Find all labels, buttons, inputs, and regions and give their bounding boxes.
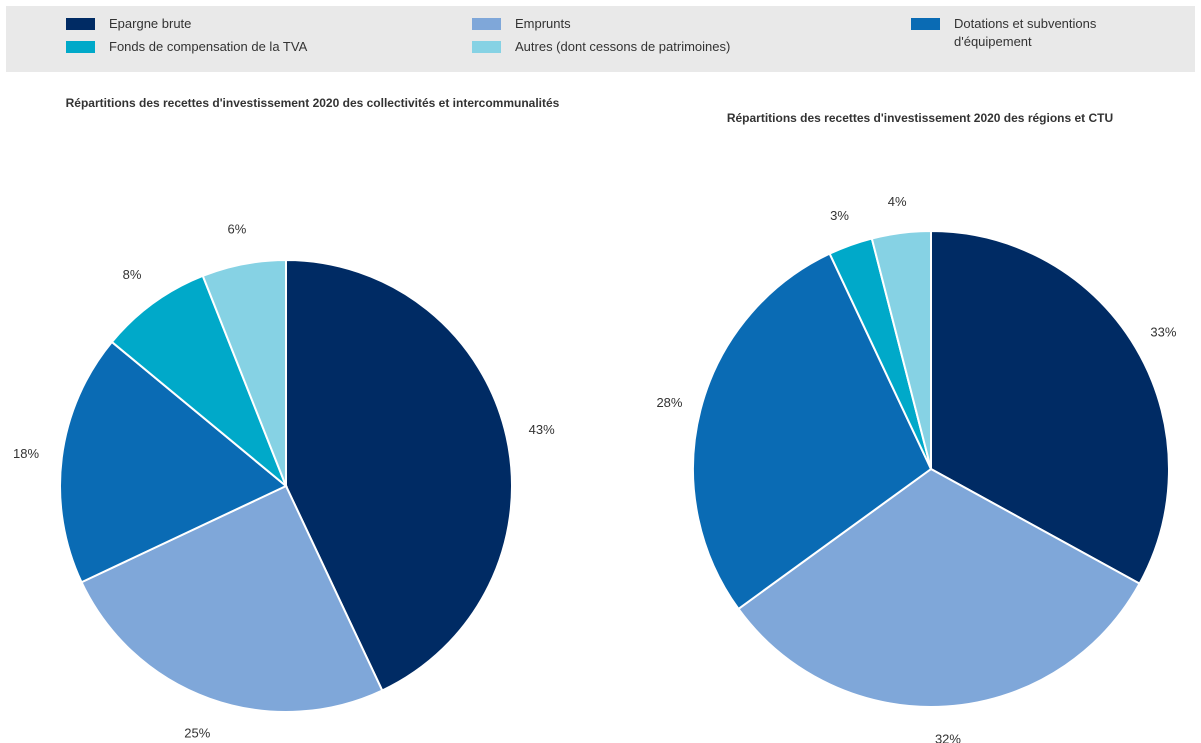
pie-slice-emprunts [80,484,384,713]
pie-slice-epargne-brute [285,258,513,692]
legend-item-fctva: Fonds de compensation de la TVA [66,38,307,56]
legend-swatch [472,18,501,30]
pie-slice-epargne-brute [930,229,1170,586]
pie-data-label: 4% [888,194,907,209]
chart-title-collectivites: Répartitions des recettes d'investisseme… [65,96,560,110]
pie-data-label: 8% [123,267,142,282]
legend-swatch [66,18,95,30]
pie-slice-dotations-et-subventions-d-equipement [692,252,933,611]
legend-label: Emprunts [515,16,571,31]
legend-label: Dotations et subventions d'équipement [954,16,1097,49]
pie-data-label: 18% [13,446,39,461]
pie-chart-collectivites: 43% 25% 18% 8% 6% [13,222,555,741]
legend-label: Fonds de compensation de la TVA [109,39,308,54]
chart-title-regions: Répartitions des recettes d'investisseme… [726,111,1114,125]
pie-slice-autres-dont-cessons-de-patrimoines [870,229,932,470]
legend-label: Autres (dont cessons de patrimoines) [515,39,731,54]
pie-slice-emprunts [737,467,1141,708]
legend-item-epargne-brute: Epargne brute [66,15,191,33]
legend-item-emprunts: Emprunts [472,15,571,33]
pie-slice-autres-dont-cessons-de-patrimoines [201,258,287,487]
pie-data-label: 43% [529,422,555,437]
pie-chart-regions: 33% 32% 28% 3% 4% [656,194,1176,743]
legend-item-dotations: Dotations et subventions d'équipement [911,15,1151,51]
legend-swatch [66,41,95,53]
legend-label: Epargne brute [109,16,192,31]
pie-data-label: 6% [228,222,247,237]
legend-swatch [472,41,501,53]
pie-data-label: 32% [935,731,961,743]
pie-data-label: 33% [1150,325,1176,340]
pie-data-label: 28% [656,395,682,410]
pie-slice-fonds-de-compensation-de-la-tva [110,274,287,487]
legend: Epargne brute Fonds de compensation de l… [6,6,1195,72]
legend-item-autres: Autres (dont cessons de patrimoines) [472,38,730,56]
pie-data-label: 3% [830,208,849,223]
pie-slice-dotations-et-subventions-d-equipement [59,340,288,584]
legend-swatch [911,18,940,30]
pie-data-label: 25% [184,726,210,741]
